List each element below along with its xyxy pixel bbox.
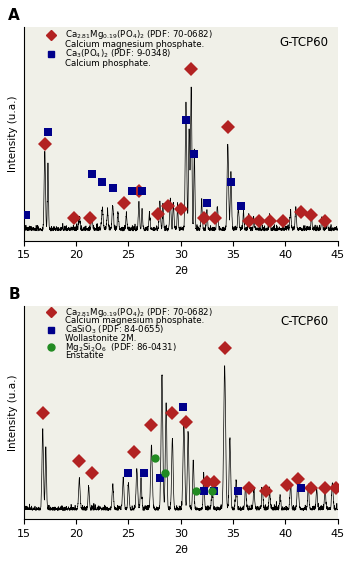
Y-axis label: Intensity (u.a.): Intensity (u.a.): [8, 96, 18, 172]
Text: Ca$_3$(PO$_4$)$_2$ (PDF: 9-0348): Ca$_3$(PO$_4$)$_2$ (PDF: 9-0348): [65, 48, 171, 60]
X-axis label: 2θ: 2θ: [174, 544, 188, 555]
Text: Ca$_{2.81}$Mg$_{0.19}$(PO$_4$)$_2$ (PDF: 70-0682): Ca$_{2.81}$Mg$_{0.19}$(PO$_4$)$_2$ (PDF:…: [65, 306, 213, 319]
Text: Calcium magnesium phosphate.: Calcium magnesium phosphate.: [65, 40, 204, 49]
Text: A: A: [8, 8, 20, 23]
Text: Wollastonite 2M.: Wollastonite 2M.: [65, 334, 136, 343]
Text: C-TCP60: C-TCP60: [280, 315, 328, 328]
Text: B: B: [8, 287, 20, 302]
Text: G-TCP60: G-TCP60: [279, 36, 328, 49]
Y-axis label: Intensity (u.a.): Intensity (u.a.): [8, 374, 18, 451]
Text: Calcium magnesium phosphate.: Calcium magnesium phosphate.: [65, 316, 204, 325]
Text: Ca$_{2.81}$Mg$_{0.19}$(PO$_4$)$_2$ (PDF: 70-0682): Ca$_{2.81}$Mg$_{0.19}$(PO$_4$)$_2$ (PDF:…: [65, 28, 213, 41]
Text: Enstatite: Enstatite: [65, 351, 103, 360]
X-axis label: 2θ: 2θ: [174, 266, 188, 276]
Text: CaSiO$_3$ (PDF: 84-0655): CaSiO$_3$ (PDF: 84-0655): [65, 324, 164, 336]
Text: Mg$_2$Si$_2$O$_6$  (PDF: 86-0431): Mg$_2$Si$_2$O$_6$ (PDF: 86-0431): [65, 341, 177, 354]
Text: Calcium phosphate.: Calcium phosphate.: [65, 59, 150, 68]
